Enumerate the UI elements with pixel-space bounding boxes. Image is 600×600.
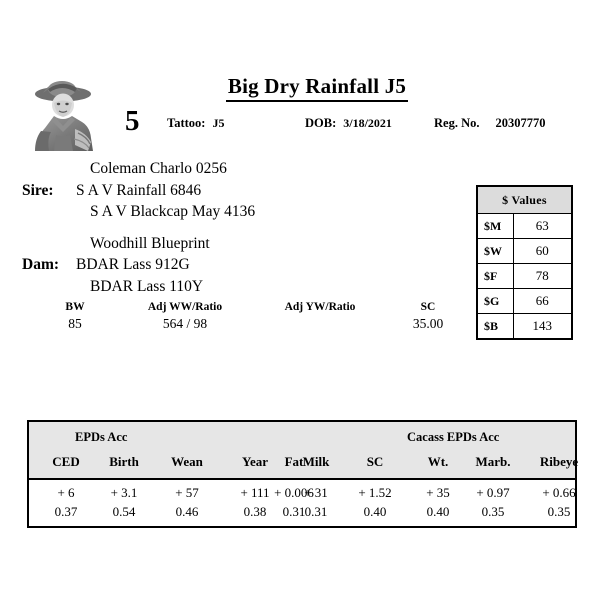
epd-header-ced: CED: [52, 454, 80, 469]
table-row: $B 143: [476, 313, 573, 340]
pedigree-spacer: [0, 223, 470, 233]
adj-ww-ratio-value: 564 / 98: [162, 316, 208, 331]
dollar-values-header-row: $ Values: [476, 185, 573, 214]
dam-label: Dam:: [22, 256, 60, 273]
dam-of-sire: S A V Blackcap May 4136: [90, 203, 256, 220]
title-bar: Big Dry Rainfall J5: [0, 74, 600, 102]
reg-no-label: Reg. No.: [434, 116, 480, 130]
table-row: $G 66: [476, 288, 573, 314]
tattoo-label: Tattoo:: [167, 116, 206, 130]
epd-header-birth: Birth: [109, 454, 139, 469]
dam-granddam-line: BDAR Lass 110Y: [0, 276, 470, 298]
epd-acc-ribeye: 0.35: [547, 504, 571, 519]
epd-table-body: + 6 + 3.1 + 57 + 111 + 31 + 1.52 + 35 + …: [29, 480, 576, 526]
cowboy-sketch-icon: [23, 73, 99, 151]
epd-acc-wean: 0.46: [175, 504, 199, 519]
tattoo-field: Tattoo: J5: [167, 116, 224, 131]
sire-line: Sire: S A V Rainfall 6846: [0, 180, 470, 202]
epd-value-sc: + 1.52: [358, 485, 392, 500]
epd-acc-marb: 0.35: [481, 504, 505, 519]
dam-name: BDAR Lass 912G: [76, 256, 190, 273]
epd-value-fat: + 0.006: [274, 485, 314, 500]
epd-acc-ced: 0.37: [54, 504, 78, 519]
epd-value-birth: + 3.1: [110, 485, 138, 500]
dollar-value-label-m: $M: [476, 213, 514, 239]
adj-yw-ratio-label: Adj YW/Ratio: [284, 301, 356, 313]
registration-number-field: Reg. No. 20307770: [434, 116, 545, 131]
performance-col-sc: SC 35.00: [388, 300, 468, 333]
epd-header-year: Year: [242, 454, 268, 469]
epd-value-milk: + 31: [304, 485, 328, 500]
tattoo-value: J5: [212, 116, 225, 130]
dollar-value-b: 143: [512, 313, 573, 340]
epd-acc-sc: 0.40: [363, 504, 387, 519]
performance-row: BW 85 Adj WW/Ratio 564 / 98 Adj YW/Ratio…: [0, 300, 476, 340]
epd-value-year: + 111: [240, 485, 270, 500]
pedigree-section: Coleman Charlo 0256 Sire: S A V Rainfall…: [0, 158, 470, 297]
bw-label: BW: [65, 301, 85, 313]
reg-no-value: 20307770: [495, 116, 546, 130]
performance-col-adj-yw-ratio: Adj YW/Ratio: [255, 300, 385, 315]
epd-value-wt: + 35: [426, 485, 450, 500]
page-title: Big Dry Rainfall J5: [225, 74, 409, 102]
dam-of-dam: BDAR Lass 110Y: [90, 277, 204, 295]
sire-grandsire-line: Coleman Charlo 0256: [0, 158, 470, 180]
performance-col-adj-ww-ratio: Adj WW/Ratio 564 / 98: [120, 300, 250, 333]
sire-granddam-line: S A V Blackcap May 4136: [0, 201, 470, 223]
dollar-value-f: 78: [512, 263, 573, 289]
epd-header-sc: SC: [366, 454, 384, 469]
epd-acc-milk: 0.31: [304, 504, 328, 519]
dollar-value-label-w: $W: [476, 238, 514, 264]
table-row: $M 63: [476, 213, 573, 239]
epd-acc-fat: 0.31: [282, 504, 306, 519]
epd-group-label-carcass: Cacass EPDs Acc: [407, 430, 500, 444]
dob-field: DOB: 3/18/2021: [305, 116, 392, 131]
epd-value-marb: + 0.97: [476, 485, 510, 500]
epd-acc-year: 0.38: [243, 504, 267, 519]
dollar-value-w: 60: [512, 238, 573, 264]
header-section: 5 Big Dry Rainfall J5 Tattoo: J5 DOB: 3/18…: [0, 0, 600, 155]
epd-value-wean: + 57: [175, 485, 199, 500]
sire-name: S A V Rainfall 6846: [76, 181, 202, 199]
adj-ww-ratio-label: Adj WW/Ratio: [147, 301, 223, 313]
dob-label: DOB:: [305, 116, 337, 130]
epd-group-label-main: EPDs Acc: [75, 430, 128, 444]
dam-grandsire-line: Woodhill Blueprint: [0, 233, 470, 255]
sire-of-sire: Coleman Charlo 0256: [90, 160, 227, 177]
sire-label: Sire:: [22, 181, 54, 199]
epd-table-header: EPDs Acc Cacass EPDs Acc CED Birth Wean …: [29, 422, 578, 480]
sire-of-dam: Woodhill Blueprint: [90, 234, 210, 252]
epd-acc-birth: 0.54: [112, 504, 136, 519]
dollar-value-m: 63: [512, 213, 573, 239]
epd-table: EPDs Acc Cacass EPDs Acc CED Birth Wean …: [27, 420, 578, 528]
epd-header-milk: Milk: [302, 454, 330, 469]
table-row: $W 60: [476, 238, 573, 264]
epd-header-marb: Marb.: [475, 454, 511, 469]
epd-header-wean: Wean: [171, 454, 203, 469]
epd-acc-wt: 0.40: [426, 504, 450, 519]
animal-number: 5: [125, 105, 140, 137]
dollar-value-label-b: $B: [476, 313, 514, 340]
sc-value: 35.00: [412, 316, 444, 331]
dam-line: Dam: BDAR Lass 912G: [0, 254, 470, 276]
performance-col-bw: BW 85: [40, 300, 110, 333]
dollar-value-label-g: $G: [476, 288, 514, 314]
dollar-values-title: $ Values: [476, 185, 573, 214]
dollar-value-label-f: $F: [476, 263, 514, 289]
sc-label: SC: [420, 301, 436, 313]
table-row: $F 78: [476, 263, 573, 289]
dollar-values-table: $ Values $M 63 $W 60 $F 78 $G 66 $B 143: [476, 185, 573, 340]
epd-value-ced: + 6: [57, 485, 75, 500]
epd-header-wt: Wt.: [427, 454, 449, 469]
dob-value: 3/18/2021: [343, 116, 392, 130]
dollar-value-g: 66: [512, 288, 573, 314]
bw-value: 85: [68, 316, 82, 331]
epd-header-ribeye: Ribeye: [539, 454, 579, 469]
epd-value-ribeye: + 0.66: [542, 485, 576, 500]
epd-header-fat: Fat: [284, 454, 304, 469]
